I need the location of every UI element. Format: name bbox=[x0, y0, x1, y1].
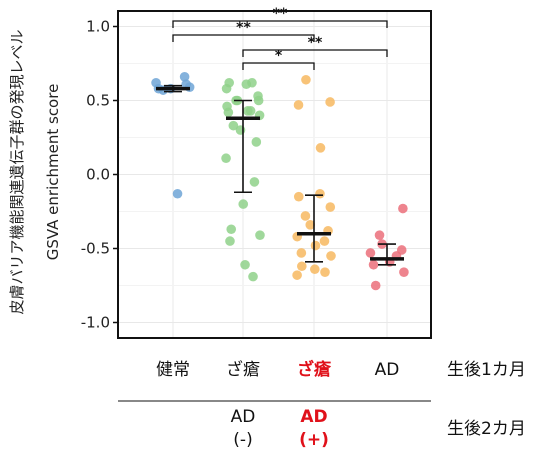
data-point-acne_ad-11 bbox=[319, 236, 330, 246]
data-point-acne-13 bbox=[228, 120, 239, 131]
acne-ad-status-line1: AD bbox=[231, 407, 256, 427]
group-table: 健常 ざ瘡 ざ瘡 AD 生後1カ月 AD (-) AD (+) 生後2カ月 bbox=[118, 359, 526, 450]
data-point-ad-0 bbox=[398, 203, 408, 214]
significance-brackets: ******* bbox=[172, 6, 388, 70]
group-label-healthy: 健常 bbox=[156, 360, 190, 380]
data-point-acne_ad-2 bbox=[293, 100, 304, 110]
significance-label-1: ** bbox=[236, 20, 251, 36]
group-label-ad: AD bbox=[375, 360, 400, 380]
data-point-healthy-0 bbox=[179, 72, 190, 82]
data-point-acne_ad-13 bbox=[296, 248, 307, 258]
data-point-acne_ad-7 bbox=[300, 211, 311, 221]
data-point-ad-7 bbox=[368, 259, 379, 270]
data-point-ad-9 bbox=[370, 280, 381, 291]
y-tick-label-4: -1.0 bbox=[81, 314, 110, 332]
y-axis-title: GSVA enrichment score bbox=[44, 84, 62, 261]
significance-label-0: ** bbox=[273, 6, 288, 22]
significance-bracket-2 bbox=[242, 49, 388, 57]
data-point-ad-1 bbox=[374, 230, 385, 240]
data-point-acne_ad-8 bbox=[305, 220, 316, 230]
data-point-acne-3 bbox=[221, 83, 232, 94]
data-point-acne_ad-6 bbox=[325, 202, 336, 212]
y-tick-label-1: 0.5 bbox=[86, 92, 110, 110]
mean-error-bars bbox=[156, 84, 404, 266]
data-point-acne_ad-3 bbox=[315, 143, 326, 153]
data-point-acne_ad-17 bbox=[320, 267, 330, 277]
data-point-acne-15 bbox=[251, 137, 262, 147]
y-axis-title-japanese: 皮膚バリア機能関連遺伝子群の発現レベル bbox=[8, 29, 26, 314]
data-point-acne-7 bbox=[253, 95, 264, 106]
significance-bracket-0 bbox=[172, 20, 388, 28]
significance-bracket-3 bbox=[242, 62, 315, 70]
group-label-acne: ざ瘡 bbox=[226, 359, 260, 380]
data-point-acne_ad-4 bbox=[315, 188, 325, 199]
y-tick-label-3: -0.5 bbox=[81, 240, 110, 258]
data-point-acne_ad-1 bbox=[325, 97, 335, 107]
significance-bracket-1 bbox=[172, 34, 315, 42]
group-label-acne-ad: ざ瘡 bbox=[297, 359, 332, 380]
data-point-acne-18 bbox=[238, 199, 249, 209]
data-point-acne-2 bbox=[247, 77, 257, 88]
significance-label-3: * bbox=[275, 48, 283, 64]
data-point-acne-19 bbox=[226, 224, 237, 235]
row-label-2-months: 生後2カ月 bbox=[447, 419, 526, 439]
data-point-healthy-7 bbox=[172, 188, 183, 199]
data-point-acne_ad-5 bbox=[293, 191, 304, 202]
data-point-acne-21 bbox=[225, 236, 235, 246]
data-point-ad-8 bbox=[399, 267, 409, 277]
row-label-1-month: 生後1カ月 bbox=[447, 360, 526, 380]
y-tick-label-2: 0.0 bbox=[86, 166, 110, 184]
acne-ad-positive-line1: AD bbox=[300, 407, 327, 427]
y-ticks: 1.0 0.5 0.0 -0.5 -1.0 bbox=[81, 18, 118, 332]
data-point-ad-4 bbox=[365, 248, 376, 258]
acne-ad-status-line2: (-) bbox=[233, 430, 252, 450]
data-point-acne-22 bbox=[240, 259, 250, 270]
data-point-acne_ad-15 bbox=[297, 261, 307, 272]
data-point-acne_ad-18 bbox=[292, 270, 302, 280]
data-point-acne-10 bbox=[242, 106, 253, 116]
data-point-acne-16 bbox=[221, 153, 231, 164]
data-point-acne-14 bbox=[235, 125, 246, 135]
data-point-acne_ad-0 bbox=[301, 74, 311, 85]
data-point-acne-11 bbox=[223, 107, 234, 118]
data-point-acne_ad-12 bbox=[310, 240, 321, 251]
data-point-acne-23 bbox=[248, 271, 258, 282]
data-points bbox=[151, 72, 409, 291]
data-point-acne-20 bbox=[255, 230, 265, 240]
significance-label-2: ** bbox=[308, 35, 323, 51]
data-point-acne-17 bbox=[249, 177, 260, 187]
y-tick-label-0: 1.0 bbox=[86, 18, 110, 36]
data-point-acne_ad-14 bbox=[326, 251, 336, 261]
data-point-acne_ad-16 bbox=[310, 264, 320, 275]
acne-ad-positive-line2: (+) bbox=[299, 430, 329, 450]
